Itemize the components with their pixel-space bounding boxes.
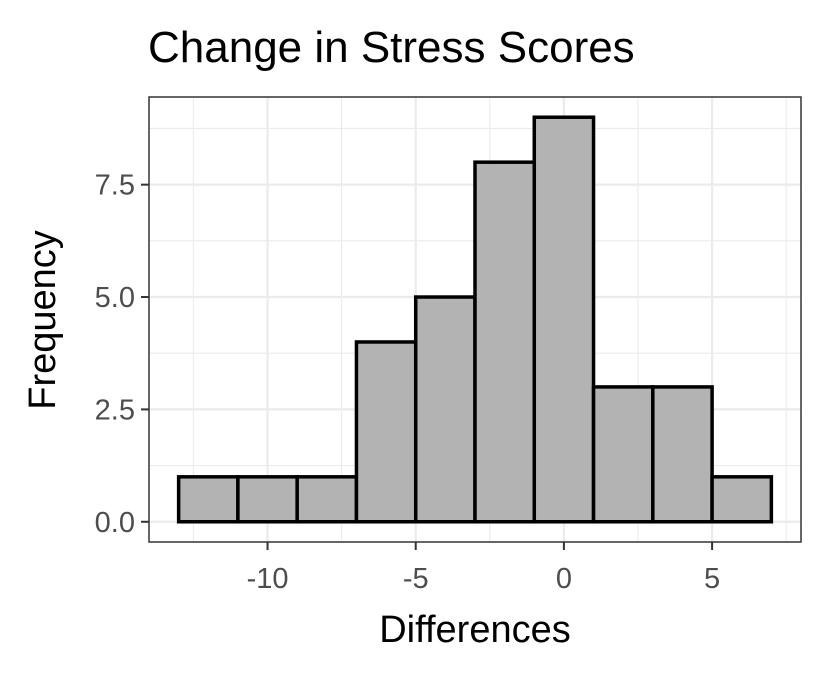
histogram-bar [710, 475, 774, 524]
histogram-bar [236, 475, 299, 524]
histogram-bar [532, 115, 596, 524]
x-axis-title: Differences [379, 609, 571, 651]
histogram-bar [651, 385, 714, 524]
x-tick-label: 0 [556, 563, 572, 595]
x-tick-label: -5 [403, 563, 429, 595]
y-tick-label: 0.0 [95, 507, 135, 539]
bars-group [176, 115, 774, 524]
x-tick-label: 5 [704, 563, 720, 595]
chart-title: Change in Stress Scores [148, 23, 635, 72]
x-axis-ticks: -10 -5 0 5 [247, 542, 720, 595]
histogram-bar [176, 475, 240, 524]
x-tick-label: -10 [247, 563, 289, 595]
y-tick-label: 2.5 [95, 394, 135, 426]
y-axis-ticks: 0.0 2.5 5.0 7.5 [95, 170, 149, 539]
histogram-bar [295, 475, 359, 524]
y-tick-label: 7.5 [95, 170, 135, 202]
histogram-bar [354, 340, 418, 524]
y-axis-title: Frequency [22, 230, 64, 410]
histogram-bar [473, 160, 537, 524]
histogram-bar [413, 295, 477, 524]
panel-border [148, 96, 802, 543]
y-tick-label: 5.0 [95, 282, 135, 314]
histogram-bar [591, 385, 655, 524]
